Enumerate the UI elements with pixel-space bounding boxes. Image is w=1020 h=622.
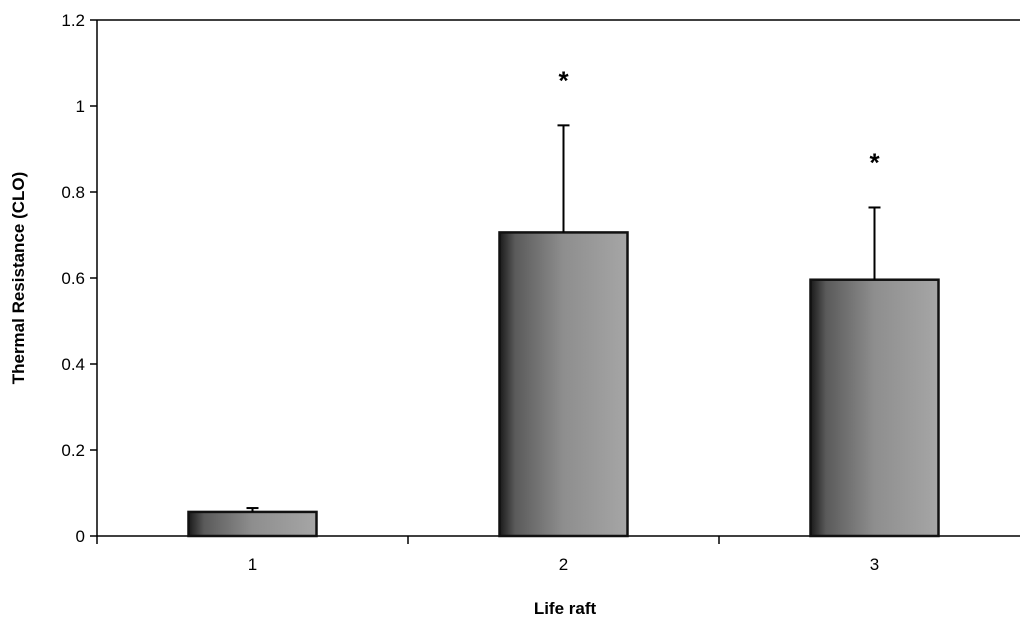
significance-markers: ** [558, 65, 880, 177]
y-axis-ticks: 0 0.2 0.4 0.6 0.8 1 1.2 [61, 11, 97, 546]
y-tick-label: 0.4 [61, 355, 85, 374]
x-tick-label: 3 [870, 555, 879, 574]
bars [187, 231, 940, 538]
x-tick-label: 2 [559, 555, 568, 574]
significance-asterisk: * [869, 147, 880, 177]
y-axis-title: Thermal Resistance (CLO) [9, 172, 28, 385]
x-axis-ticks: 1 2 3 [96, 536, 879, 574]
x-tick-label: 1 [248, 555, 257, 574]
x-axis-title: Life raft [534, 599, 597, 618]
y-tick-label: 1.2 [61, 11, 85, 30]
bar-raft-1 [187, 510, 318, 538]
bar-raft-3 [809, 278, 940, 538]
bar-raft-2 [498, 231, 629, 538]
y-tick-label: 0.2 [61, 441, 85, 460]
significance-asterisk: * [558, 65, 569, 95]
y-tick-label: 0 [76, 527, 85, 546]
error-bars [246, 124, 881, 512]
y-tick-label: 1 [76, 97, 85, 116]
y-tick-label: 0.8 [61, 183, 85, 202]
y-tick-label: 0.6 [61, 269, 85, 288]
